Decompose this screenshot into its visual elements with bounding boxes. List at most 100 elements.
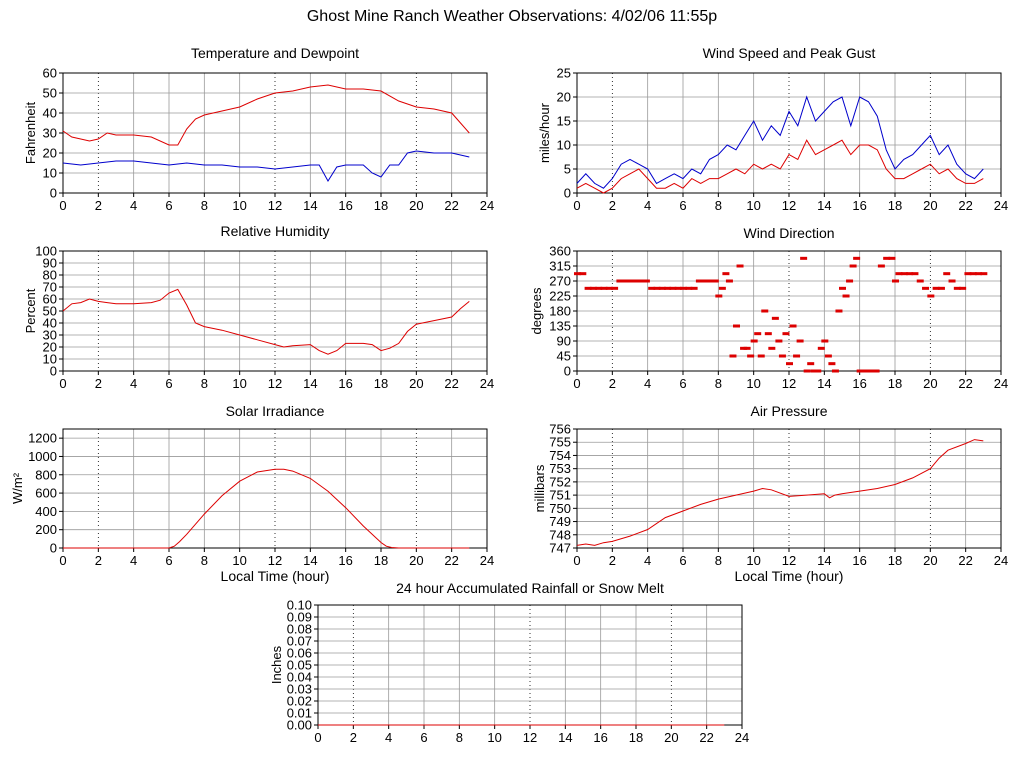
series-line-0 [63,468,470,549]
direction-mark [796,339,804,343]
x-tick-label: 14 [303,553,317,568]
x-tick-label: 24 [994,376,1008,391]
direction-mark [722,272,730,276]
direction-mark [621,279,629,283]
x-tick-label: 14 [558,730,572,745]
x-tick-label: 16 [338,198,352,213]
direction-mark [725,279,733,283]
direction-mark [861,369,869,373]
direction-mark [733,324,740,328]
direction-mark [839,286,846,290]
direction-mark [906,272,914,276]
y-axis-label: millibars [532,464,547,512]
y-tick-label: 749 [549,514,571,529]
x-tick-label: 14 [817,198,831,213]
direction-mark [775,339,783,343]
x-tick-label: 2 [609,553,616,568]
x-tick-label: 2 [609,376,616,391]
chart-rain: 0 2 4 6 8 10 12 14 16 18 20 22 240.000.010.020.030.0… [269,580,749,745]
direction-mark [867,369,875,373]
x-tick-label: 4 [644,376,651,391]
x-tick-label: 10 [746,376,760,391]
y-tick-label: 0 [50,364,57,379]
y-tick-label: 360 [549,244,571,259]
x-tick-label: 6 [165,198,172,213]
y-tick-label: 60 [43,66,57,81]
x-tick-label: 22 [699,730,713,745]
y-tick-label: 600 [35,486,57,501]
chart-title: Air Pressure [750,403,827,419]
direction-mark [828,362,836,366]
x-tick-label: 4 [130,198,137,213]
direction-mark [831,369,839,373]
y-tick-label: 20 [43,146,57,161]
x-tick-label: 2 [95,198,102,213]
direction-mark [616,279,624,283]
x-tick-label: 10 [232,198,246,213]
y-tick-label: 45 [557,349,571,364]
x-tick-label: 6 [420,730,427,745]
x-tick-label: 22 [958,376,972,391]
x-tick-label: 4 [385,730,392,745]
y-tick-label: 0.00 [287,718,312,733]
y-tick-label: 0 [50,186,57,201]
direction-mark [627,279,634,283]
series-line-1 [576,139,984,194]
direction-mark [922,286,930,290]
direction-mark [964,272,972,276]
chart-title: 24 hour Accumulated Rainfall or Snow Mel… [396,580,664,596]
direction-mark [883,256,891,260]
chart-title: Temperature and Dewpoint [191,45,359,61]
y-tick-label: 180 [549,304,571,319]
y-tick-label: 0.04 [287,670,312,685]
x-tick-label: 24 [994,553,1008,568]
y-tick-label: 747 [549,541,571,556]
x-axis-label: Local Time (hour) [735,568,844,584]
x-tick-label: 2 [95,553,102,568]
direction-mark [736,264,744,268]
x-tick-label: 24 [994,198,1008,213]
direction-mark [959,286,967,290]
direction-mark [953,286,961,290]
direction-mark [778,354,786,358]
y-tick-label: 0.09 [287,610,312,625]
y-tick-label: 20 [43,340,57,355]
y-axis-label: degrees [529,287,544,334]
x-tick-label: 22 [444,376,458,391]
direction-mark [764,332,772,336]
x-tick-label: 10 [232,553,246,568]
chart-title: Relative Humidity [221,223,330,239]
y-tick-label: 90 [43,256,57,271]
y-tick-label: 10 [43,352,57,367]
direction-mark [786,362,793,366]
x-tick-label: 18 [629,730,643,745]
x-tick-label: 12 [268,553,282,568]
direction-mark [782,332,790,336]
y-tick-label: 753 [549,461,571,476]
series-line-0 [62,288,470,355]
x-tick-label: 20 [923,376,937,391]
direction-mark [948,279,956,283]
direction-mark [695,279,703,283]
direction-mark [653,286,661,290]
y-tick-label: 1200 [28,431,57,446]
x-tick-label: 14 [303,376,317,391]
x-tick-label: 8 [715,553,722,568]
x-tick-label: 0 [59,376,66,391]
x-tick-label: 4 [130,376,137,391]
y-tick-label: 20 [557,90,571,105]
x-tick-label: 20 [923,553,937,568]
direction-mark [771,316,779,320]
direction-mark [853,256,861,260]
y-axis-label: Inches [269,645,284,684]
x-tick-label: 12 [782,376,796,391]
y-tick-label: 30 [43,328,57,343]
series-line-0 [576,95,984,189]
x-tick-label: 18 [374,198,388,213]
y-tick-label: 0.01 [287,706,312,721]
direction-mark [706,279,714,283]
chart-pressure: 0 2 4 6 8 10 12 14 16 18 20 22 247477487497507517527… [532,403,1008,584]
x-tick-label: 20 [409,198,423,213]
